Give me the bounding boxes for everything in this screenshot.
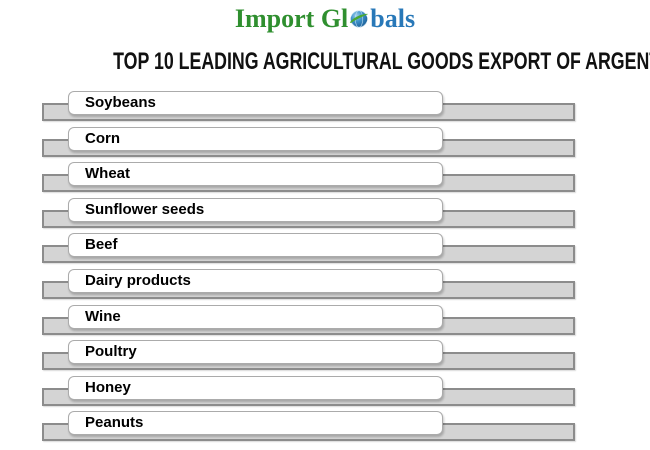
chart-row: Wheat <box>0 162 650 193</box>
bar-label-box: Wine <box>68 304 443 329</box>
bar-label-text: Wheat <box>85 165 130 183</box>
bar-label-box: Honey <box>68 375 443 400</box>
bar-label-text: Beef <box>85 236 118 254</box>
chart-title: TOP 10 LEADING AGRICULTURAL GOODS EXPORT… <box>0 48 650 76</box>
chart-row: Wine <box>0 304 650 335</box>
bar-label-text: Poultry <box>85 343 137 361</box>
chart-row: Peanuts <box>0 411 650 442</box>
bar-label-box: Sunflower seeds <box>68 197 443 222</box>
globe-icon <box>349 6 369 28</box>
bar-label-text: Peanuts <box>85 414 144 432</box>
bar-chart: Soybeans Corn Wheat Sunflower seeds Beef… <box>0 91 650 447</box>
chart-row: Poultry <box>0 340 650 371</box>
bar-label-text: Sunflower seeds <box>85 200 205 218</box>
chart-row: Beef <box>0 233 650 264</box>
chart-row: Sunflower seeds <box>0 197 650 228</box>
chart-row: Soybeans <box>0 91 650 121</box>
chart-title-text: TOP 10 LEADING AGRICULTURAL GOODS EXPORT… <box>113 48 650 75</box>
bar-label-box: Beef <box>68 233 443 258</box>
bar-label-box: Corn <box>68 126 443 151</box>
bar-label-text: Corn <box>85 129 120 147</box>
bar-label-text: Dairy products <box>85 271 191 289</box>
chart-row: Honey <box>0 375 650 406</box>
chart-row: Dairy products <box>0 268 650 299</box>
bar-label-box: Poultry <box>68 340 443 365</box>
logo-text-green: Import Gl <box>234 4 349 33</box>
bar-label-text: Honey <box>85 378 131 396</box>
chart-row: Corn <box>0 126 650 157</box>
bar-label-box: Dairy products <box>68 268 443 293</box>
bar-label-text: Soybeans <box>85 94 156 111</box>
bar-label-text: Wine <box>85 307 121 325</box>
bar-label-box: Peanuts <box>68 411 443 436</box>
logo-text-blue: bals <box>370 4 416 33</box>
logo: Import Gl bals <box>0 4 650 34</box>
bar-label-box: Soybeans <box>68 91 443 115</box>
bar-label-box: Wheat <box>68 162 443 187</box>
